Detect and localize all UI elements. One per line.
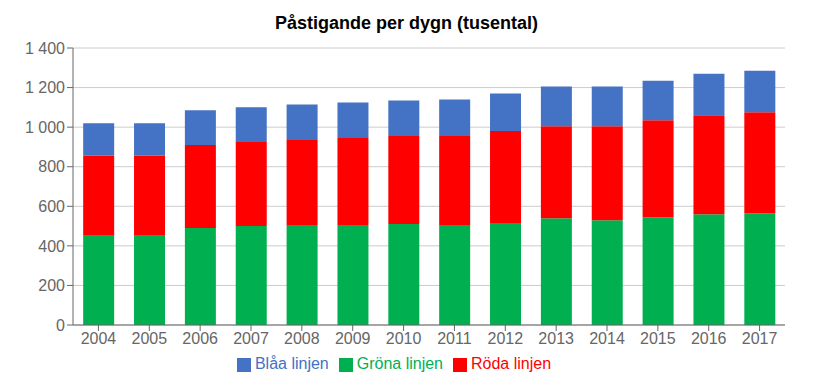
svg-text:800: 800 [38,158,65,175]
svg-text:2017: 2017 [742,330,778,347]
svg-text:2008: 2008 [284,330,320,347]
svg-text:2013: 2013 [538,330,574,347]
svg-text:2016: 2016 [691,330,727,347]
svg-text:2012: 2012 [487,330,523,347]
svg-text:2015: 2015 [640,330,676,347]
svg-text:2010: 2010 [386,330,422,347]
svg-text:600: 600 [38,198,65,215]
svg-text:2007: 2007 [233,330,269,347]
svg-text:1 200: 1 200 [25,79,65,96]
html-text:Röda linjen: Röda linjen [471,355,552,372]
svg-text:2011: 2011 [437,330,472,347]
svg-text:2006: 2006 [182,330,218,347]
svg-text:2005: 2005 [131,330,167,347]
svg-text:0: 0 [56,317,65,334]
svg-text:2004: 2004 [81,330,117,347]
svg-text:400: 400 [38,238,65,255]
svg-text:1 000: 1 000 [25,119,65,136]
svg-text:1 400: 1 400 [25,40,65,57]
svg-text:200: 200 [38,277,65,294]
svg-text:2014: 2014 [589,330,625,347]
svg-text:2009: 2009 [335,330,371,347]
html-text:Påstigande per dygn (tusental): Påstigande per dygn (tusental) [275,13,538,33]
html-text:Blåa linjen: Blåa linjen [254,355,329,372]
html-text:Gröna linjen: Gröna linjen [356,355,443,372]
